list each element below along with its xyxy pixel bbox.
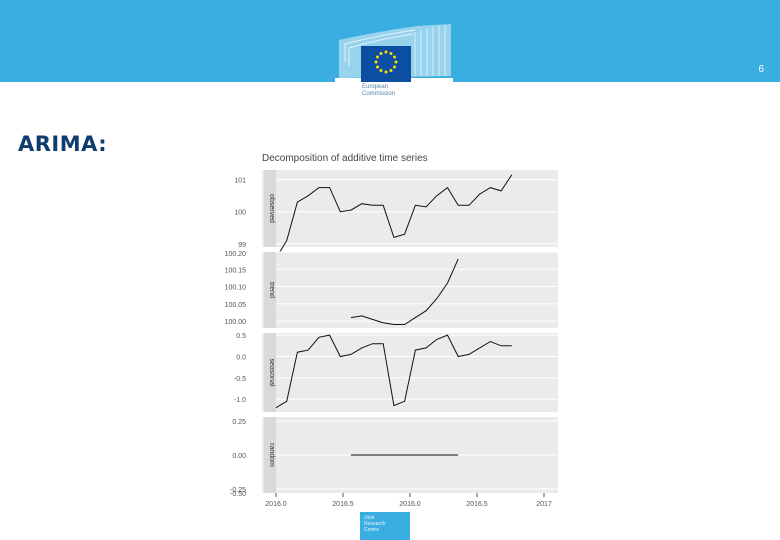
y-tick-label: 0.0 [236, 354, 246, 361]
chart-title: Decomposition of additive time series [262, 153, 428, 164]
panel-label-random: random [268, 443, 275, 467]
y-tick-label: -0.5 [234, 376, 246, 383]
series-line-observed [275, 174, 513, 259]
y-tick-label: 100.05 [225, 302, 247, 309]
slide-title: ARIMA: [18, 132, 108, 156]
page-number: 6 [758, 64, 764, 75]
y-tick-label: 0.5 [236, 333, 246, 340]
panel-seasonal [262, 333, 558, 412]
x-tick-label: 2016.5 [466, 501, 488, 508]
y-tick-label: 99 [238, 242, 246, 249]
x-tick-label: 2016.0 [399, 501, 421, 508]
y-tick-label: 0.00 [232, 453, 246, 460]
y-tick-label: 0.25 [232, 419, 246, 426]
y-tick-label: -0.50 [230, 491, 246, 498]
series-line-trend [350, 258, 459, 325]
y-tick-label: -1.0 [234, 397, 246, 404]
strip-random [264, 417, 276, 493]
x-tick-label: 2016.0 [265, 501, 287, 508]
panel-label-observed: observed [268, 194, 275, 223]
y-tick-label: 100.00 [225, 319, 247, 326]
european-commission-logo [335, 24, 453, 104]
y-tick-label: 100 [234, 210, 246, 217]
panel-label-seasonal: seasonal [268, 358, 275, 386]
y-tick-label: 100.20 [225, 251, 247, 258]
y-tick-label: 100.15 [225, 267, 247, 274]
eu-stars-icon [374, 50, 398, 74]
logo-caption: European Commission [362, 84, 396, 97]
panel-trend [262, 252, 558, 328]
panel-observed [262, 170, 558, 247]
decomposition-chart: 101 100 99 observed 100.20 100.15 100.10 100.05… [225, 170, 558, 508]
x-tick-label: 2017 [536, 501, 552, 508]
strip-trend [264, 252, 276, 328]
x-tick-label: 2016.5 [332, 501, 354, 508]
y-tick-label: 100.10 [225, 285, 247, 292]
series-line-seasonal [275, 334, 512, 409]
jrc-logo: Joint Research Centre [360, 512, 410, 540]
panel-label-trend: trend [268, 282, 275, 298]
strip-seasonal [264, 333, 276, 412]
y-tick-label: 101 [234, 178, 246, 185]
y-tick-label: -0.25 [230, 487, 246, 494]
strip-observed [264, 170, 276, 247]
